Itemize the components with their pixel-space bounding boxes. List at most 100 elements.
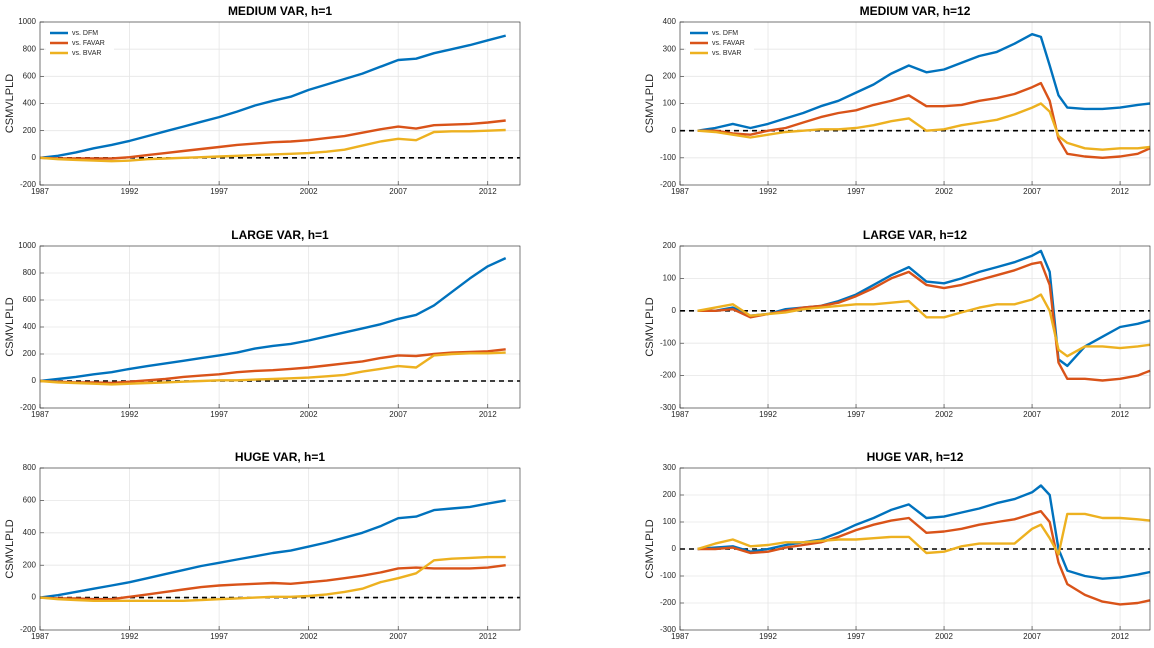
x-tick-label: 1992	[759, 410, 777, 419]
y-tick-label: 600	[23, 71, 37, 80]
x-tick-label: 1987	[671, 410, 689, 419]
data-line	[697, 512, 1151, 556]
x-tick-label: 1997	[847, 187, 865, 196]
x-tick-label: 1997	[210, 187, 228, 196]
data-line	[39, 499, 506, 599]
y-tick-label: 400	[23, 99, 37, 108]
data-line	[697, 293, 1151, 358]
data-line	[39, 351, 506, 386]
subplot: -200 0 200 400 600 800 1987 1992 1997 2002 2007 201…	[4, 450, 521, 641]
x-tick-label: 2007	[1023, 410, 1041, 419]
chart-title: MEDIUM VAR, h=1	[228, 4, 332, 18]
y-tick-label: 600	[23, 295, 37, 304]
x-tick-label: 2002	[300, 187, 318, 196]
y-tick-label: 0	[672, 306, 677, 315]
data-line	[39, 564, 506, 601]
x-tick-label: 1992	[121, 187, 139, 196]
x-tick-label: 2002	[935, 410, 953, 419]
data-line	[39, 555, 506, 602]
y-tick-label: 0	[32, 376, 37, 385]
y-tick-label: -100	[660, 153, 677, 162]
x-tick-label: 2002	[300, 410, 318, 419]
y-tick-label: -200	[20, 403, 37, 412]
y-tick-label: -300	[660, 403, 677, 412]
x-tick-label: 2007	[389, 410, 407, 419]
plot-area	[680, 246, 1150, 408]
x-tick-label: 2012	[1111, 632, 1129, 641]
y-tick-label: 600	[23, 496, 37, 505]
y-tick-label: 0	[672, 544, 677, 553]
axes-box	[39, 21, 521, 186]
y-tick-label: -200	[20, 180, 37, 189]
chart-title: LARGE VAR, h=12	[863, 228, 967, 242]
subplot: -200 0 200 400 600 800 1000 1987 1992 1997 2002 200…	[4, 228, 521, 419]
x-tick-label: 1987	[31, 410, 49, 419]
x-tick-label: 2007	[389, 187, 407, 196]
y-tick-label: 200	[23, 560, 37, 569]
y-tick-label: -300	[660, 625, 677, 634]
y-tick-label: -200	[660, 598, 677, 607]
y-tick-label: 1000	[18, 17, 36, 26]
x-tick-label: 1987	[31, 187, 49, 196]
x-tick-label: 2002	[300, 632, 318, 641]
data-line	[697, 484, 1151, 580]
y-tick-label: 400	[23, 528, 37, 537]
x-tick-label: 1987	[671, 632, 689, 641]
data-line	[697, 102, 1151, 151]
y-axis-label: CSMVLPLD	[4, 74, 16, 133]
y-tick-label: 400	[23, 322, 37, 331]
legend-label: vs. FAVAR	[712, 40, 745, 47]
x-tick-label: 2012	[1111, 187, 1129, 196]
y-tick-label: -100	[660, 571, 677, 580]
x-tick-label: 2012	[479, 187, 497, 196]
y-tick-label: 400	[663, 17, 677, 26]
y-tick-label: 300	[663, 463, 677, 472]
x-tick-label: 1997	[210, 632, 228, 641]
legend-label: vs. BVAR	[72, 50, 101, 57]
x-tick-label: 1992	[121, 410, 139, 419]
data-line	[39, 257, 507, 383]
x-tick-label: 2012	[1111, 410, 1129, 419]
chart-title: MEDIUM VAR, h=12	[860, 4, 971, 18]
y-tick-label: 800	[23, 463, 37, 472]
y-tick-label: 100	[663, 274, 677, 283]
y-tick-label: 800	[23, 268, 37, 277]
x-tick-label: 1997	[847, 632, 865, 641]
x-tick-label: 2002	[935, 187, 953, 196]
y-tick-label: 200	[23, 126, 37, 135]
x-tick-label: 1997	[847, 410, 865, 419]
x-tick-label: 1992	[121, 632, 139, 641]
data-line	[697, 81, 1151, 159]
y-tick-label: 100	[663, 99, 677, 108]
chart-title: LARGE VAR, h=1	[231, 228, 329, 242]
subplot: -300 -200 -100 0 100 200 1987 1992 1997 2002 2007 2…	[644, 228, 1151, 419]
x-tick-label: 1987	[31, 632, 49, 641]
subplot: -200 -100 0 100 200 300 400 1987 1992 1997 2002 200…	[644, 4, 1151, 196]
axes-box	[39, 467, 521, 631]
y-tick-label: 800	[23, 44, 37, 53]
y-tick-label: 0	[32, 153, 37, 162]
x-tick-label: 2012	[479, 410, 497, 419]
axes-box	[679, 21, 1151, 186]
x-tick-label: 1992	[759, 632, 777, 641]
data-line	[39, 348, 506, 385]
y-tick-label: 100	[663, 517, 677, 526]
y-tick-label: 300	[663, 44, 677, 53]
y-axis-label: CSMVLPLD	[644, 74, 656, 133]
y-tick-label: 0	[672, 126, 677, 135]
data-line	[39, 128, 506, 163]
axes-box	[679, 245, 1151, 409]
legend-label: vs. DFM	[712, 30, 738, 37]
y-tick-label: 0	[32, 593, 37, 602]
chart-title: HUGE VAR, h=1	[235, 450, 325, 464]
legend-label: vs. FAVAR	[72, 40, 105, 47]
chart-title: HUGE VAR, h=12	[867, 450, 964, 464]
subplot: -300 -200 -100 0 100 200 300 1987 1992 1997 2002 20…	[644, 450, 1151, 641]
x-tick-label: 2002	[935, 632, 953, 641]
legend-label: vs. BVAR	[712, 50, 741, 57]
x-tick-label: 2012	[479, 632, 497, 641]
y-tick-label: 1000	[18, 241, 36, 250]
x-tick-label: 2007	[1023, 187, 1041, 196]
axes-box	[39, 245, 521, 409]
